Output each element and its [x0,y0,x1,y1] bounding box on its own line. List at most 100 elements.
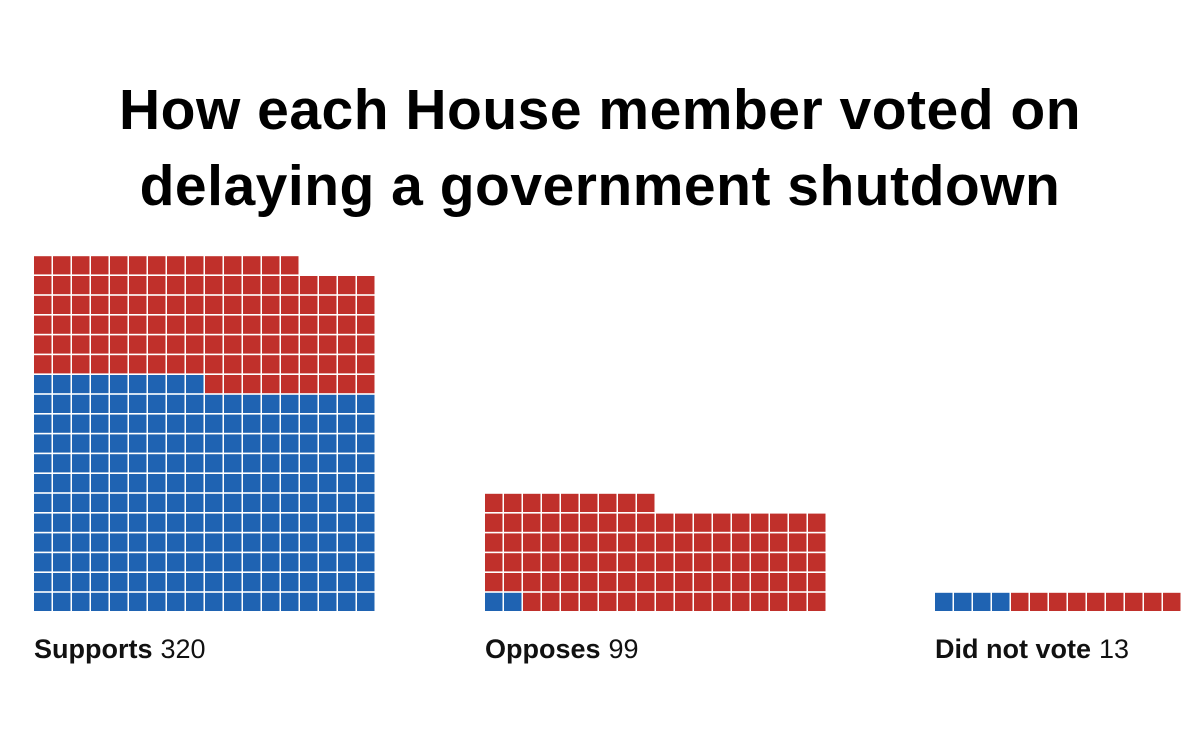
waffle-cell [224,513,242,532]
waffle-cell [262,355,280,374]
waffle-cell [300,573,318,592]
waffle-cell [34,295,52,314]
waffle-cell [243,335,261,354]
waffle-cell [504,592,522,611]
waffle-cell [319,375,337,394]
waffle-cell [72,276,90,295]
waffle-cell [205,276,223,295]
waffle-cell [91,315,109,334]
waffle-cell [338,434,356,453]
waffle-cell [789,553,807,572]
waffle-cell [224,573,242,592]
waffle-cell [243,474,261,493]
waffle-cell [243,315,261,334]
waffle-cell [53,355,71,374]
waffle-cell [319,573,337,592]
waffle-cell [694,513,712,532]
waffle-cell [167,375,185,394]
waffle-cell [637,553,655,572]
waffle-cell [338,493,356,512]
waffle-cell [770,513,788,532]
waffle-cell [72,573,90,592]
waffle-cell [338,454,356,473]
waffle-cell [542,553,560,572]
waffle-cell [129,394,147,413]
waffle-cell [504,553,522,572]
waffle-cell [770,553,788,572]
waffle-cell [205,513,223,532]
waffle-cell [91,335,109,354]
waffle-cell [91,414,109,433]
waffle-cell [319,295,337,314]
waffle-cell [338,276,356,295]
waffle-cell [599,493,617,512]
waffle-cell [357,454,375,473]
waffle-cell [1125,592,1143,611]
waffle-cell [561,573,579,592]
waffle-cell [186,474,204,493]
waffle-cell [186,335,204,354]
waffle-cell [91,276,109,295]
waffle-cell [91,434,109,453]
waffle-cell [129,335,147,354]
waffle-cell [262,276,280,295]
waffle-cell [72,355,90,374]
waffle-cell [523,573,541,592]
waffle-cell [770,533,788,552]
waffle-cell [523,513,541,532]
waffle-cell [129,434,147,453]
waffle-cell [542,573,560,592]
waffle-cell [262,493,280,512]
waffle-cell [300,454,318,473]
waffle-cell [1068,592,1086,611]
waffle-cell [504,513,522,532]
waffle-cell [91,375,109,394]
waffle-cell [110,434,128,453]
waffle-cell [224,553,242,572]
waffle-cell [561,592,579,611]
waffle-cell [243,414,261,433]
waffle-cell [167,513,185,532]
chart-title: How each House member voted on delaying … [118,78,1082,218]
waffle-cell [53,553,71,572]
waffle-cell [732,553,750,572]
waffle-cell [338,533,356,552]
waffle-cell [148,295,166,314]
waffle-cell [129,474,147,493]
waffle-cell [205,414,223,433]
waffle-cell [1011,592,1029,611]
waffle-cell [148,355,166,374]
waffle-cell [205,256,223,275]
waffle-cell [300,493,318,512]
waffle-cell [148,394,166,413]
waffle-cell [110,454,128,473]
waffle-cell [599,553,617,572]
waffle-cell [713,573,731,592]
waffle-cell [262,394,280,413]
waffle-cell [357,355,375,374]
waffle-cell [148,513,166,532]
waffle-cell [281,256,299,275]
group-label: Supports 320 [34,634,206,664]
waffle-cell [129,533,147,552]
waffle-cell [186,394,204,413]
waffle-cell [167,295,185,314]
waffle-cell [637,592,655,611]
waffle-cell [808,533,826,552]
waffle-cell [53,493,71,512]
waffle-cell [262,573,280,592]
waffle-cell [485,513,503,532]
waffle-cell [319,315,337,334]
waffle-cell [110,335,128,354]
waffle-cell [34,315,52,334]
waffle-cell [167,592,185,611]
waffle-cell [262,375,280,394]
waffle-cell [542,592,560,611]
waffle-cell [281,474,299,493]
waffle-cell [91,573,109,592]
waffle-cell [34,355,52,374]
waffle-cell [262,434,280,453]
waffle-cell [357,592,375,611]
waffle-cell [599,592,617,611]
waffle-cell [357,394,375,413]
